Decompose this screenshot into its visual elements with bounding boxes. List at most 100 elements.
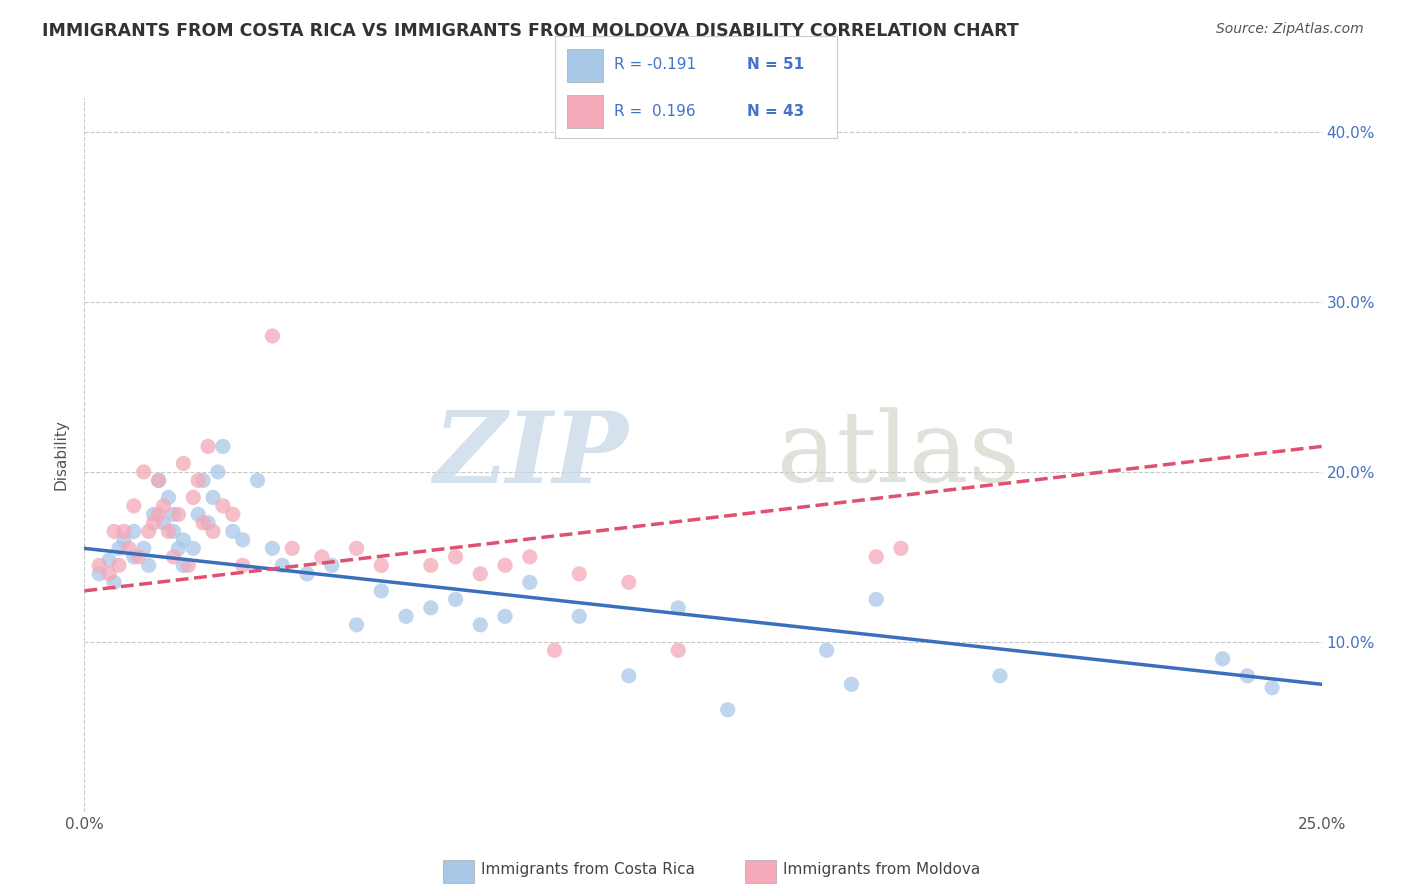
Point bbox=[103, 575, 125, 590]
Point bbox=[138, 524, 160, 539]
Text: N = 43: N = 43 bbox=[747, 104, 804, 120]
Point bbox=[177, 558, 200, 573]
Point bbox=[865, 592, 887, 607]
Point bbox=[311, 549, 333, 564]
Point bbox=[890, 541, 912, 556]
Point bbox=[494, 558, 516, 573]
Point bbox=[89, 566, 111, 581]
Point bbox=[232, 533, 254, 547]
Text: Immigrants from Costa Rica: Immigrants from Costa Rica bbox=[481, 863, 695, 877]
Point bbox=[152, 516, 174, 530]
Point bbox=[142, 516, 165, 530]
Point bbox=[181, 541, 204, 556]
Point bbox=[148, 474, 170, 488]
Point bbox=[197, 516, 219, 530]
Point bbox=[470, 617, 492, 632]
Text: R = -0.191: R = -0.191 bbox=[614, 57, 696, 72]
Point bbox=[568, 566, 591, 581]
Point bbox=[132, 465, 155, 479]
Point bbox=[494, 609, 516, 624]
Point bbox=[865, 549, 887, 564]
Point bbox=[419, 558, 441, 573]
Point bbox=[181, 491, 204, 505]
Point bbox=[172, 457, 194, 471]
Point bbox=[222, 508, 245, 522]
Point bbox=[132, 541, 155, 556]
Text: Immigrants from Moldova: Immigrants from Moldova bbox=[783, 863, 980, 877]
Point bbox=[617, 669, 640, 683]
Point bbox=[162, 549, 184, 564]
Point bbox=[988, 669, 1011, 683]
Point bbox=[617, 575, 640, 590]
Point bbox=[207, 465, 229, 479]
Point bbox=[262, 329, 284, 343]
Point bbox=[157, 524, 180, 539]
Point bbox=[202, 524, 225, 539]
Point bbox=[112, 533, 135, 547]
Point bbox=[346, 541, 368, 556]
Point bbox=[167, 541, 190, 556]
Point bbox=[212, 439, 235, 453]
Point bbox=[98, 553, 121, 567]
Point bbox=[191, 516, 214, 530]
Bar bbox=[567, 95, 603, 128]
Point bbox=[841, 677, 863, 691]
Point bbox=[543, 643, 565, 657]
Point bbox=[212, 499, 235, 513]
Point bbox=[295, 566, 318, 581]
Point bbox=[444, 592, 467, 607]
Point bbox=[262, 541, 284, 556]
Point bbox=[666, 600, 689, 615]
Text: IMMIGRANTS FROM COSTA RICA VS IMMIGRANTS FROM MOLDOVA DISABILITY CORRELATION CHA: IMMIGRANTS FROM COSTA RICA VS IMMIGRANTS… bbox=[42, 22, 1019, 40]
Point bbox=[321, 558, 343, 573]
Point bbox=[346, 617, 368, 632]
Point bbox=[519, 549, 541, 564]
Text: atlas: atlas bbox=[778, 407, 1019, 503]
Point bbox=[666, 643, 689, 657]
Point bbox=[271, 558, 294, 573]
Text: Source: ZipAtlas.com: Source: ZipAtlas.com bbox=[1216, 22, 1364, 37]
Point bbox=[202, 491, 225, 505]
Point bbox=[162, 524, 184, 539]
Point bbox=[1236, 669, 1258, 683]
Point bbox=[122, 499, 145, 513]
Bar bbox=[567, 49, 603, 82]
Point bbox=[138, 558, 160, 573]
Text: ZIP: ZIP bbox=[434, 407, 628, 503]
Point bbox=[108, 541, 131, 556]
Point bbox=[717, 703, 740, 717]
Point bbox=[98, 566, 121, 581]
Text: N = 51: N = 51 bbox=[747, 57, 804, 72]
Point bbox=[281, 541, 304, 556]
Point bbox=[172, 533, 194, 547]
Point bbox=[89, 558, 111, 573]
Point bbox=[222, 524, 245, 539]
Point bbox=[122, 524, 145, 539]
Point bbox=[370, 558, 392, 573]
Point bbox=[122, 549, 145, 564]
Point bbox=[108, 558, 131, 573]
Point bbox=[419, 600, 441, 615]
Point bbox=[370, 583, 392, 598]
Point bbox=[1261, 681, 1284, 695]
Point bbox=[519, 575, 541, 590]
Point bbox=[187, 508, 209, 522]
Point bbox=[470, 566, 492, 581]
Point bbox=[191, 474, 214, 488]
Point bbox=[187, 474, 209, 488]
Point bbox=[1212, 652, 1234, 666]
Y-axis label: Disability: Disability bbox=[53, 419, 69, 491]
Point bbox=[142, 508, 165, 522]
Point bbox=[444, 549, 467, 564]
Point bbox=[232, 558, 254, 573]
Point bbox=[815, 643, 838, 657]
Point bbox=[167, 508, 190, 522]
Point bbox=[197, 439, 219, 453]
Text: R =  0.196: R = 0.196 bbox=[614, 104, 696, 120]
Point bbox=[112, 524, 135, 539]
Point bbox=[148, 474, 170, 488]
Point bbox=[118, 541, 141, 556]
Point bbox=[103, 524, 125, 539]
Point bbox=[128, 549, 150, 564]
Point bbox=[395, 609, 418, 624]
